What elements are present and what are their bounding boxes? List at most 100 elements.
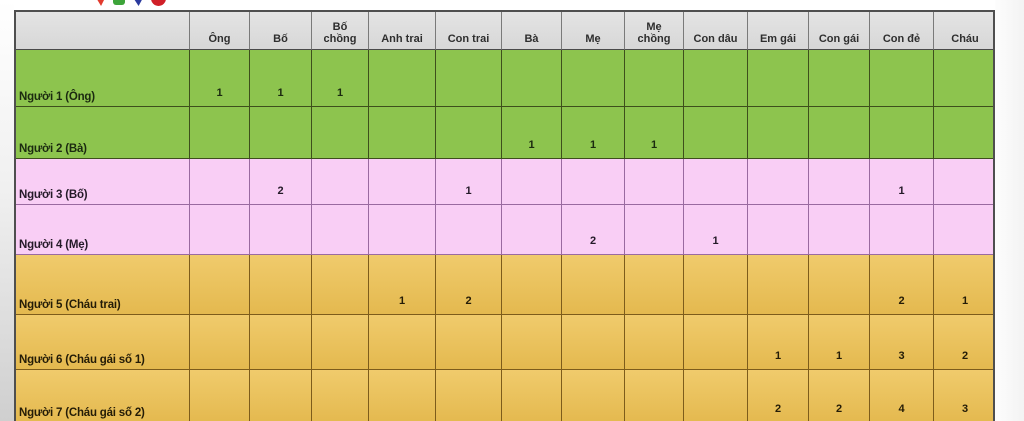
table-cell-r6-c2 <box>250 315 312 370</box>
table-cell-r3-c5-text: 1 <box>465 185 472 197</box>
row-label-7-text: Người 7 (Cháu gái số 2) <box>19 407 145 419</box>
table-cell-r2-c8-text: 1 <box>650 139 658 151</box>
table-cell-r2-c4 <box>369 107 436 159</box>
table-cell-r3-c12: 1 <box>870 159 934 205</box>
table-cell-r6-c7 <box>562 315 625 370</box>
table-cell-r2-c7-text: 1 <box>589 139 597 151</box>
table-cell-r4-c9: 1 <box>684 205 748 255</box>
table-cell-r2-c7: 1 <box>562 107 625 159</box>
row-label-3: Người 3 (Bố) <box>16 159 190 205</box>
table-cell-r1-c13 <box>934 50 993 107</box>
table-cell-r4-c12 <box>870 205 934 255</box>
table-cell-r2-c11 <box>809 107 870 159</box>
table-cell-r1-c4 <box>369 50 436 107</box>
table-cell-r3-c5: 1 <box>436 159 502 205</box>
table-cell-r5-c6 <box>502 255 562 315</box>
table-cell-r7-c3 <box>312 370 369 421</box>
column-header-8: Mẹ chồng <box>625 12 684 50</box>
table-cell-r2-c2 <box>250 107 312 159</box>
row-label-1-text: Người 1 (Ông) <box>19 91 95 103</box>
table-cell-r2-c3 <box>312 107 369 159</box>
table-cell-r4-c9-text: 1 <box>712 235 719 247</box>
table-cell-r4-c13 <box>934 205 993 255</box>
table-cell-r1-c1-text: 1 <box>216 87 223 99</box>
column-header-1: Ông <box>190 12 250 50</box>
row-label-2: Người 2 (Bà) <box>16 107 190 159</box>
table-cell-r3-c6 <box>502 159 562 205</box>
table-cell-r3-c2: 2 <box>250 159 312 205</box>
table-cell-r3-c1 <box>190 159 250 205</box>
column-header-13: Cháu <box>934 12 993 50</box>
table-cell-r2-c10 <box>748 107 809 159</box>
table-cell-r6-c3 <box>312 315 369 370</box>
table-cell-r4-c11 <box>809 205 870 255</box>
column-header-13-text: Cháu <box>951 33 979 46</box>
table-cell-r4-c5 <box>436 205 502 255</box>
column-header-2-text: Bố <box>273 33 288 46</box>
table-cell-r6-c1 <box>190 315 250 370</box>
table-cell-r1-c3-text: 1 <box>336 87 344 99</box>
table-cell-r7-c6 <box>502 370 562 421</box>
right-margin <box>995 0 1024 421</box>
table-cell-r4-c1 <box>190 205 250 255</box>
table-cell-r6-c5 <box>436 315 502 370</box>
table-cell-r5-c12: 2 <box>870 255 934 315</box>
table-cell-r5-c13: 1 <box>934 255 993 315</box>
table-cell-r3-c10 <box>748 159 809 205</box>
table-cell-r3-c3 <box>312 159 369 205</box>
table-cell-r3-c11 <box>809 159 870 205</box>
column-header-3-text: Bố chồng <box>323 20 357 46</box>
table-cell-r2-c6-text: 1 <box>528 139 535 151</box>
table-cell-r1-c6 <box>502 50 562 107</box>
row-label-7: Người 7 (Cháu gái số 2) <box>16 370 190 421</box>
table-cell-r5-c10 <box>748 255 809 315</box>
table-cell-r1-c3: 1 <box>312 50 369 107</box>
table-cell-r5-c13-text: 1 <box>961 295 969 307</box>
table-cell-r7-c1 <box>190 370 250 421</box>
table-cell-r5-c7 <box>562 255 625 315</box>
table-cell-r7-c13: 3 <box>934 370 993 421</box>
row-label-5-text: Người 5 (Cháu trai) <box>19 299 121 311</box>
table-cell-r5-c3 <box>312 255 369 315</box>
table-cell-r5-c4: 1 <box>369 255 436 315</box>
table-cell-r1-c7 <box>562 50 625 107</box>
table-cell-r7-c2 <box>250 370 312 421</box>
table-cell-r1-c5 <box>436 50 502 107</box>
table-cell-r7-c11-text: 2 <box>835 403 843 415</box>
table-cell-r1-c8 <box>625 50 684 107</box>
table-cell-r6-c4 <box>369 315 436 370</box>
table-cell-r5-c12-text: 2 <box>898 295 905 307</box>
table-cell-r6-c10-text: 1 <box>774 350 782 362</box>
table-cell-r5-c4-text: 1 <box>398 295 406 307</box>
logo-mark-red <box>95 0 106 6</box>
table-cell-r6-c9 <box>684 315 748 370</box>
top-margin <box>0 0 1024 10</box>
row-label-6: Người 6 (Cháu gái số 1) <box>16 315 190 370</box>
table-cell-r7-c12: 4 <box>870 370 934 421</box>
table-cell-r6-c8 <box>625 315 684 370</box>
column-header-5-text: Con trai <box>447 33 490 46</box>
table-cell-r1-c10 <box>748 50 809 107</box>
table-cell-r7-c10-text: 2 <box>774 403 782 415</box>
table-cell-r2-c5 <box>436 107 502 159</box>
column-header-2: Bố <box>250 12 312 50</box>
table-cell-r3-c9 <box>684 159 748 205</box>
table-cell-r7-c10: 2 <box>748 370 809 421</box>
table-cell-r7-c4 <box>369 370 436 421</box>
row-label-4: Người 4 (Mẹ) <box>16 205 190 255</box>
table-cell-r5-c9 <box>684 255 748 315</box>
logo-mark-red-2 <box>151 0 166 6</box>
column-header-7-text: Mẹ <box>585 33 601 46</box>
table-cell-r5-c11 <box>809 255 870 315</box>
table-cell-r7-c5 <box>436 370 502 421</box>
table-cell-r5-c2 <box>250 255 312 315</box>
table-cell-r1-c2: 1 <box>250 50 312 107</box>
table-cell-r4-c6 <box>502 205 562 255</box>
table-cell-r3-c13 <box>934 159 993 205</box>
table-cell-r3-c2-text: 2 <box>277 185 284 197</box>
table-cell-r4-c7: 2 <box>562 205 625 255</box>
table-cell-r5-c5-text: 2 <box>465 295 472 307</box>
table-cell-r2-c9 <box>684 107 748 159</box>
table-cell-r4-c3 <box>312 205 369 255</box>
